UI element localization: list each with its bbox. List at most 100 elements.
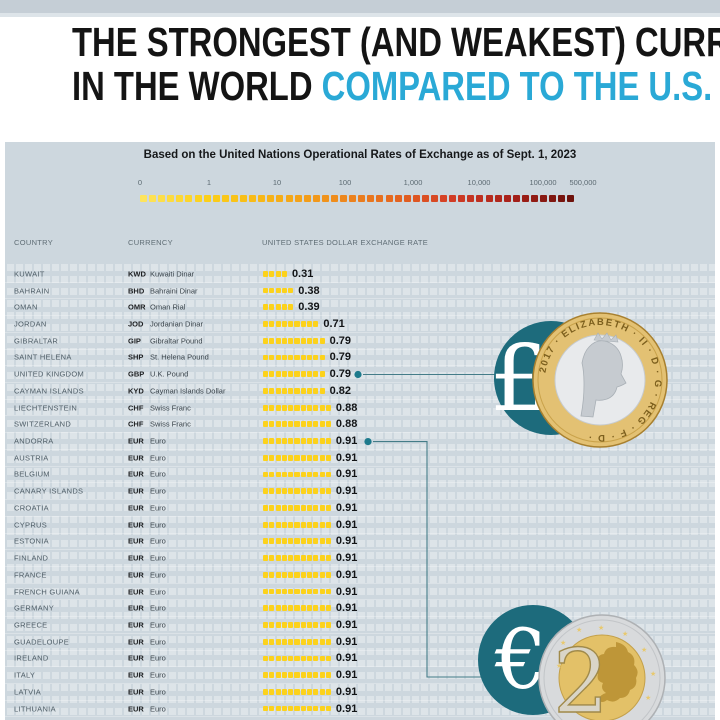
currency-name-cell: Euro xyxy=(150,704,166,714)
table-row: GERMANY EUR Euro 0.91 xyxy=(5,600,715,618)
bar-segment xyxy=(269,454,275,461)
bar-segment xyxy=(263,438,269,444)
bar-segment xyxy=(319,488,325,495)
rate-value: 0.71 xyxy=(323,318,345,331)
bar-segment xyxy=(281,321,287,327)
country-cell: ESTONIA xyxy=(14,536,49,546)
legend-gradient-square xyxy=(158,195,166,202)
legend-gradient-square xyxy=(276,195,284,202)
legend-tick: 100 xyxy=(338,178,352,187)
bar-segment xyxy=(281,404,287,411)
bar-segment xyxy=(263,672,269,679)
bar-segment xyxy=(300,655,306,662)
bar-segment xyxy=(275,287,281,294)
bar-segment xyxy=(313,488,319,495)
rate-bar-line: 0.79 xyxy=(263,333,351,349)
table-row: FINLAND EUR Euro 0.91 xyxy=(5,550,715,567)
currency-code-cell: SHP xyxy=(128,352,144,362)
bar-segment xyxy=(294,421,300,428)
currency-name-cell: Euro xyxy=(150,603,166,613)
bar-segment xyxy=(288,454,294,461)
bar-segment xyxy=(319,371,325,378)
bar-segment xyxy=(269,270,275,277)
bar-segment xyxy=(269,371,275,378)
legend-gradient-square xyxy=(412,195,420,202)
legend-gradient-square xyxy=(176,195,184,202)
bar-segment xyxy=(300,454,306,461)
bar-segment xyxy=(263,622,269,628)
table-row: GUADELOUPE EUR Euro 0.91 xyxy=(5,634,715,651)
bar-segment xyxy=(269,321,275,327)
bar-segment xyxy=(288,655,294,662)
currency-code-cell: KWD xyxy=(128,269,146,279)
bar-segment xyxy=(313,371,319,378)
rate-bar xyxy=(263,404,331,411)
bar-segment xyxy=(306,337,313,344)
top-band-divider xyxy=(0,13,720,17)
bar-segment xyxy=(263,337,269,344)
rate-bar xyxy=(263,538,331,545)
bar-segment xyxy=(300,321,306,327)
rate-bar xyxy=(263,337,325,344)
rate-bar xyxy=(263,521,331,528)
rate-bar xyxy=(263,655,331,662)
bar-segment xyxy=(275,655,281,662)
country-cell: KUWAIT xyxy=(14,269,45,279)
rate-value: 0.79 xyxy=(329,334,352,347)
bar-segment xyxy=(313,622,319,628)
bar-segment xyxy=(281,421,287,428)
bar-segment xyxy=(288,337,294,344)
bar-segment xyxy=(325,538,331,545)
rate-bar-line: 0.91 xyxy=(263,634,357,650)
rate-value: 0.91 xyxy=(335,602,358,615)
country-cell: GUADELOUPE xyxy=(14,637,70,647)
legend-tick: 100,000 xyxy=(529,178,557,187)
country-cell: IRELAND xyxy=(14,653,49,663)
bar-segment xyxy=(288,571,294,578)
bar-segment xyxy=(300,688,306,695)
bar-segment xyxy=(306,404,313,411)
rate-bar-line: 0.82 xyxy=(263,383,351,399)
rate-value: 0.91 xyxy=(335,468,358,481)
bar-segment xyxy=(294,705,300,712)
table-row: BAHRAIN BHD Bahraini Dinar 0.38 xyxy=(5,283,715,300)
rate-bar-line: 0.91 xyxy=(263,534,357,550)
currency-name-cell: Euro xyxy=(150,670,166,680)
bar-segment xyxy=(263,588,269,595)
bar-segment xyxy=(269,555,275,561)
currency-name-cell: Kuwaiti Dinar xyxy=(150,269,195,279)
bar-segment xyxy=(288,471,294,478)
title-block: THE STRONGEST (AND WEAKEST) CURRENCIES I… xyxy=(0,20,720,108)
currency-code-cell: OMR xyxy=(128,302,146,312)
bar-segment xyxy=(275,337,281,344)
legend-gradient-square xyxy=(521,195,529,202)
bar-segment xyxy=(306,555,313,561)
bar-segment xyxy=(319,421,325,428)
bar-segment xyxy=(288,605,294,612)
bar-segment xyxy=(319,387,325,394)
bar-segment xyxy=(294,321,300,327)
bar-segment xyxy=(306,521,313,528)
bar-segment xyxy=(319,672,325,679)
bar-segment xyxy=(275,505,281,511)
bar-segment xyxy=(269,471,275,478)
bar-segment xyxy=(288,488,294,495)
country-cell: GREECE xyxy=(14,620,48,630)
bar-segment xyxy=(294,488,300,495)
bar-segment xyxy=(313,521,319,528)
bar-segment xyxy=(294,404,300,411)
country-cell: FINLAND xyxy=(14,553,49,563)
bar-segment xyxy=(269,622,275,628)
bar-segment xyxy=(275,371,281,378)
bar-segment xyxy=(325,672,331,679)
legend-gradient-square xyxy=(494,195,502,202)
bar-segment xyxy=(313,337,319,344)
bar-segment xyxy=(263,371,269,378)
bar-segment xyxy=(294,672,300,679)
rate-bar-line: 0.91 xyxy=(263,450,357,466)
rate-bar xyxy=(263,387,325,394)
bar-segment xyxy=(281,471,287,478)
bar-segment xyxy=(294,371,300,378)
rate-value: 0.39 xyxy=(298,301,320,314)
title-line-1: THE STRONGEST (AND WEAKEST) CURRENCIES xyxy=(72,19,720,65)
